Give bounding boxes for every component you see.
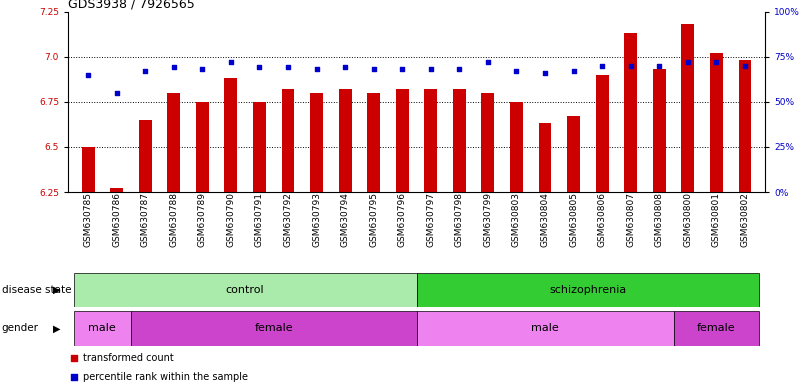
Text: GSM630805: GSM630805	[569, 192, 578, 247]
Text: GSM630798: GSM630798	[455, 192, 464, 247]
Point	[310, 66, 323, 72]
Bar	[74, 311, 131, 346]
Bar	[417, 311, 674, 346]
Point	[682, 59, 694, 65]
Point	[653, 63, 666, 69]
Text: GSM630806: GSM630806	[598, 192, 606, 247]
Bar	[481, 93, 494, 192]
Text: GSM630792: GSM630792	[284, 192, 292, 247]
Text: male: male	[531, 323, 559, 333]
Point	[739, 63, 751, 69]
Text: GSM630804: GSM630804	[541, 192, 549, 247]
Point	[510, 68, 523, 74]
Point	[596, 63, 609, 69]
Bar	[82, 147, 95, 192]
Bar	[167, 93, 180, 192]
Point	[624, 63, 637, 69]
Point	[196, 66, 209, 72]
Text: GSM630799: GSM630799	[484, 192, 493, 247]
Text: female: female	[255, 323, 293, 333]
Point	[67, 374, 80, 380]
Bar	[653, 69, 666, 192]
Bar	[396, 89, 409, 192]
Bar	[282, 89, 295, 192]
Text: GSM630794: GSM630794	[340, 192, 349, 247]
Text: GSM630786: GSM630786	[112, 192, 121, 247]
Bar	[339, 89, 352, 192]
Point	[253, 65, 266, 71]
Text: GSM630790: GSM630790	[227, 192, 235, 247]
Text: GSM630789: GSM630789	[198, 192, 207, 247]
Text: percentile rank within the sample: percentile rank within the sample	[83, 372, 248, 382]
Point	[67, 356, 80, 362]
Text: GSM630791: GSM630791	[255, 192, 264, 247]
Bar	[111, 189, 123, 192]
Bar	[710, 53, 723, 192]
Text: GSM630808: GSM630808	[654, 192, 664, 247]
Text: GSM630800: GSM630800	[683, 192, 692, 247]
Text: GSM630787: GSM630787	[141, 192, 150, 247]
Text: schizophrenia: schizophrenia	[549, 285, 626, 295]
Text: GSM630793: GSM630793	[312, 192, 321, 247]
Point	[368, 66, 380, 72]
Bar	[139, 120, 151, 192]
Bar	[510, 102, 523, 192]
Point	[82, 71, 95, 78]
Point	[224, 59, 237, 65]
Text: control: control	[226, 285, 264, 295]
Point	[538, 70, 551, 76]
Text: female: female	[697, 323, 735, 333]
Bar	[674, 311, 759, 346]
Bar	[624, 33, 637, 192]
Text: GSM630785: GSM630785	[83, 192, 93, 247]
Point	[339, 65, 352, 71]
Bar	[131, 311, 417, 346]
Point	[167, 65, 180, 71]
Bar	[682, 24, 694, 192]
Text: transformed count: transformed count	[83, 353, 173, 364]
Text: GSM630802: GSM630802	[740, 192, 750, 247]
Point	[396, 66, 409, 72]
Bar	[367, 93, 380, 192]
Point	[567, 68, 580, 74]
Text: GDS3938 / 7926565: GDS3938 / 7926565	[68, 0, 195, 10]
Point	[425, 66, 437, 72]
Point	[481, 59, 494, 65]
Text: GSM630788: GSM630788	[169, 192, 179, 247]
Text: GSM630803: GSM630803	[512, 192, 521, 247]
Point	[453, 66, 465, 72]
Text: GSM630797: GSM630797	[426, 192, 435, 247]
Bar	[224, 78, 237, 192]
Bar	[310, 93, 323, 192]
Bar	[538, 123, 551, 192]
Bar	[253, 102, 266, 192]
Bar	[417, 273, 759, 307]
Text: ▶: ▶	[53, 323, 60, 333]
Bar	[425, 89, 437, 192]
Text: gender: gender	[2, 323, 38, 333]
Bar	[739, 60, 751, 192]
Text: ▶: ▶	[53, 285, 60, 295]
Point	[282, 65, 295, 71]
Bar	[596, 74, 609, 192]
Point	[111, 90, 123, 96]
Text: disease state: disease state	[2, 285, 71, 295]
Bar	[196, 102, 209, 192]
Text: male: male	[88, 323, 116, 333]
Bar	[74, 273, 417, 307]
Point	[139, 68, 151, 74]
Text: GSM630795: GSM630795	[369, 192, 378, 247]
Bar	[567, 116, 580, 192]
Text: GSM630801: GSM630801	[712, 192, 721, 247]
Text: GSM630796: GSM630796	[398, 192, 407, 247]
Point	[710, 59, 723, 65]
Text: GSM630807: GSM630807	[626, 192, 635, 247]
Bar	[453, 89, 466, 192]
